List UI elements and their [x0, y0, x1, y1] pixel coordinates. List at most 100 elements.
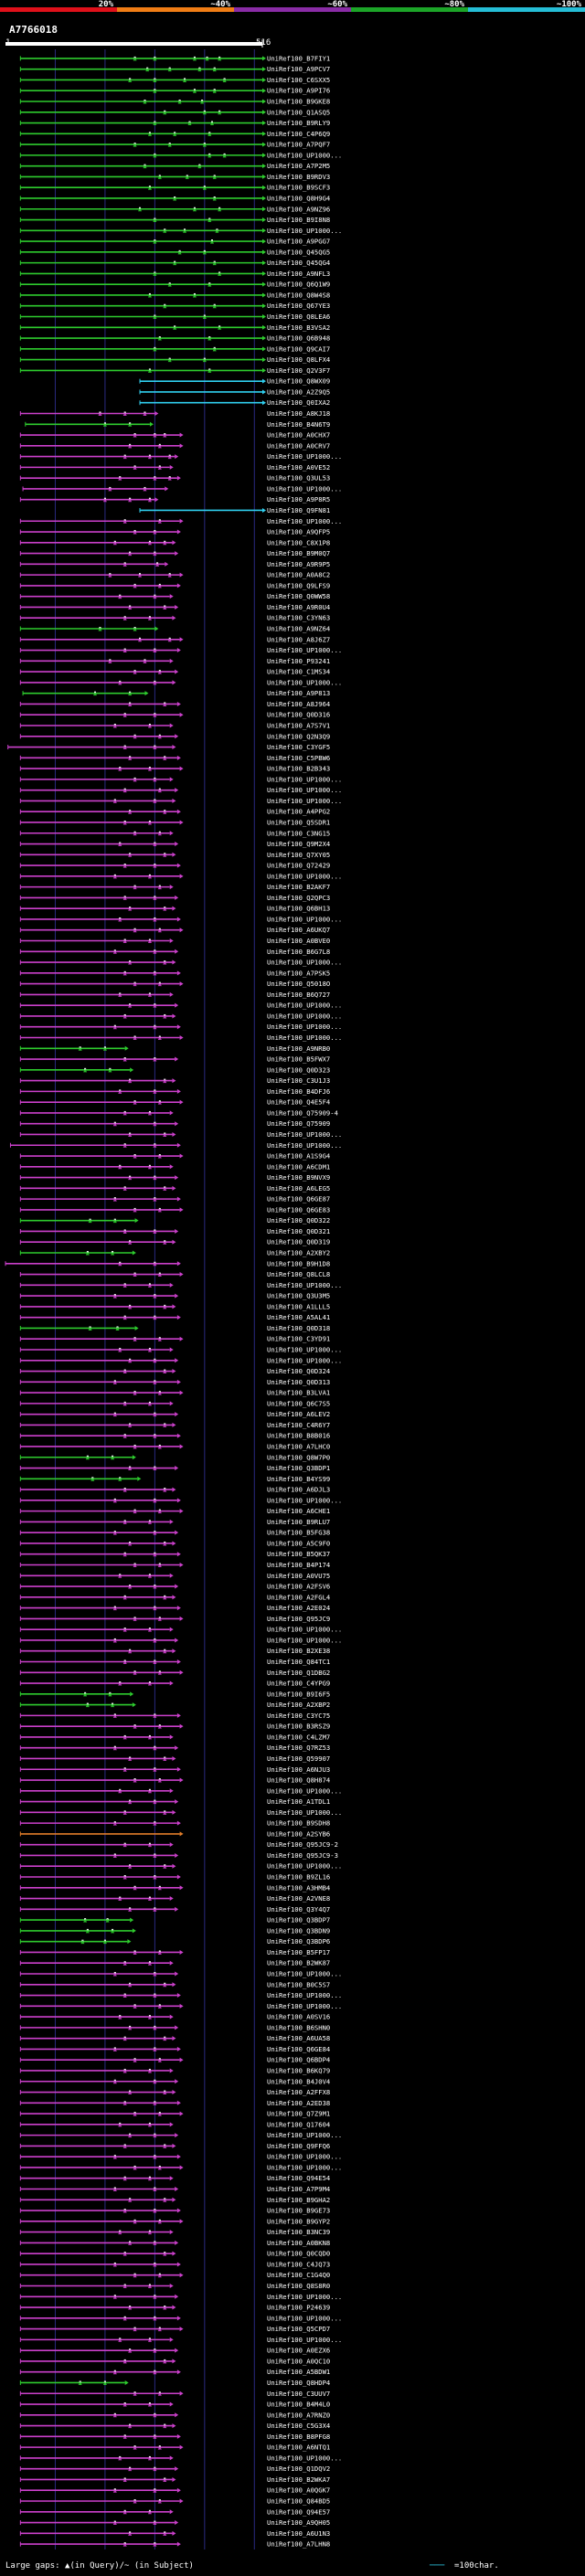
gap-arrow — [133, 1950, 137, 1955]
hit-label: UniRef100_A6DJL3 — [267, 1486, 330, 1494]
hit-label: UniRef100_A6CDM1 — [267, 1162, 330, 1171]
gap-arrow — [157, 789, 162, 793]
hit-arrow — [176, 2369, 181, 2375]
gap-arrow — [153, 1638, 157, 1643]
gap-arrow — [147, 2337, 152, 2342]
gap-arrow — [197, 164, 202, 169]
hit-arrow — [262, 142, 266, 147]
hit-arrow — [262, 110, 266, 115]
hit-label: UniRef100_A7PQF7 — [267, 141, 330, 149]
hit-label: UniRef100_Q8HDP4 — [267, 2379, 330, 2387]
gap-arrow — [222, 154, 227, 158]
gap-arrow — [147, 992, 152, 997]
hit-label: UniRef100_UP1000... — [267, 797, 342, 805]
hit-arrow — [169, 723, 174, 728]
gap-arrow — [133, 885, 137, 890]
hit-arrow — [144, 691, 149, 696]
hit-arrow — [176, 1712, 181, 1718]
hit-arrow — [179, 928, 184, 933]
hit-label: UniRef100_A2XBP2 — [267, 1701, 330, 1709]
gap-arrow — [163, 906, 167, 911]
gap-arrow — [112, 1025, 117, 1030]
gap-arrow — [128, 2241, 133, 2245]
gap-arrow — [153, 1821, 157, 1826]
hit-arrow — [169, 2230, 174, 2235]
hit-label: UniRef100_A7LHC0 — [267, 1442, 330, 1450]
hit-label: UniRef100_A9NFL3 — [267, 270, 330, 278]
hit-label: UniRef100_C8X1P8 — [267, 538, 330, 546]
gap-arrow — [153, 57, 157, 61]
gap-arrow — [78, 2380, 82, 2385]
gap-arrow — [212, 175, 217, 179]
hit-label: UniRef100_UP1000... — [267, 775, 342, 783]
gap-arrow — [133, 2004, 137, 2009]
gap-arrow — [143, 411, 147, 416]
gap-arrow — [147, 2231, 152, 2235]
hit-arrow — [175, 1056, 179, 1062]
gap-arrow — [133, 1391, 137, 1395]
gap-arrow — [128, 960, 133, 965]
hit-label: UniRef100_Q8LFX4 — [267, 355, 330, 364]
hit-label: UniRef100_B6Q727 — [267, 991, 330, 999]
gap-arrow — [108, 659, 112, 663]
gap-arrow — [143, 659, 147, 663]
gap-arrow — [163, 433, 167, 438]
gap-arrow — [163, 1983, 167, 1988]
hit-arrow — [262, 67, 266, 72]
gap-arrow — [147, 2069, 152, 2073]
hit-label: UniRef100_Q67YE3 — [267, 302, 330, 310]
gap-arrow — [163, 304, 167, 309]
gap-arrow — [153, 2488, 157, 2493]
gap-arrow — [118, 1089, 122, 1094]
hit-label: UniRef100_A6LEV2 — [267, 1410, 330, 1418]
gap-arrow — [153, 1262, 157, 1267]
scale-note: =100char. — [454, 2561, 499, 2571]
gap-arrow — [153, 2521, 157, 2526]
hit-arrow — [172, 852, 176, 857]
hit-label: UniRef100_C1G4Q0 — [267, 2271, 330, 2279]
gap-arrow — [122, 1488, 127, 1492]
hit-label: UniRef100_B9I6F5 — [267, 1690, 330, 1698]
hit-label: UniRef100_Q8W7P0 — [267, 1453, 330, 1461]
gap-arrow — [207, 368, 212, 373]
gap-arrow — [200, 100, 205, 104]
gap-arrow — [153, 843, 157, 847]
hit-label: UniRef100_UP1000... — [267, 1345, 342, 1353]
gap-arrow — [133, 1564, 137, 1568]
gap-arrow — [163, 1423, 167, 1427]
hit-label: UniRef100_A2E024 — [267, 1604, 330, 1612]
gap-arrow — [153, 2348, 157, 2353]
hit-arrow — [176, 475, 181, 481]
gap-arrow — [163, 1370, 167, 1374]
hit-label: UniRef100_B2B343 — [267, 765, 330, 773]
gap-arrow — [122, 713, 127, 717]
gap-arrow — [118, 2456, 122, 2461]
hit-label: UniRef100_Q1DBG2 — [267, 1669, 330, 1677]
gap-arrow — [173, 261, 177, 266]
hit-label: UniRef100_Q0D324 — [267, 1367, 330, 1375]
gap-arrow — [212, 196, 217, 201]
hit-label: UniRef100_Q0D321 — [267, 1227, 330, 1235]
gap-arrow — [153, 1713, 157, 1718]
hit-label: UniRef100_A9P8R5 — [267, 495, 330, 504]
gap-arrow — [118, 992, 122, 997]
gap-arrow — [202, 186, 207, 190]
scale-segment — [117, 7, 234, 12]
gap-arrow — [157, 2166, 162, 2170]
hit-label: UniRef100_UP1000... — [267, 1496, 342, 1504]
hit-arrow — [262, 153, 266, 158]
hit-label: UniRef100_Q17604 — [267, 2120, 330, 2128]
hit-arrow — [169, 1282, 174, 1288]
gap-arrow — [133, 1617, 137, 1621]
gap-arrow — [153, 1994, 157, 1998]
hit-arrow — [179, 2003, 184, 2009]
gap-arrow — [147, 368, 152, 373]
hit-arrow — [169, 2014, 174, 2019]
scale-segment — [351, 7, 468, 12]
hit-arrow — [172, 1595, 176, 1600]
hit-label: UniRef100_A2ED38 — [267, 2099, 330, 2107]
hit-label: UniRef100_B5QK37 — [267, 1550, 330, 1558]
gap-arrow — [133, 57, 137, 61]
gap-arrow — [128, 1542, 133, 1546]
gap-arrow — [157, 2058, 162, 2062]
